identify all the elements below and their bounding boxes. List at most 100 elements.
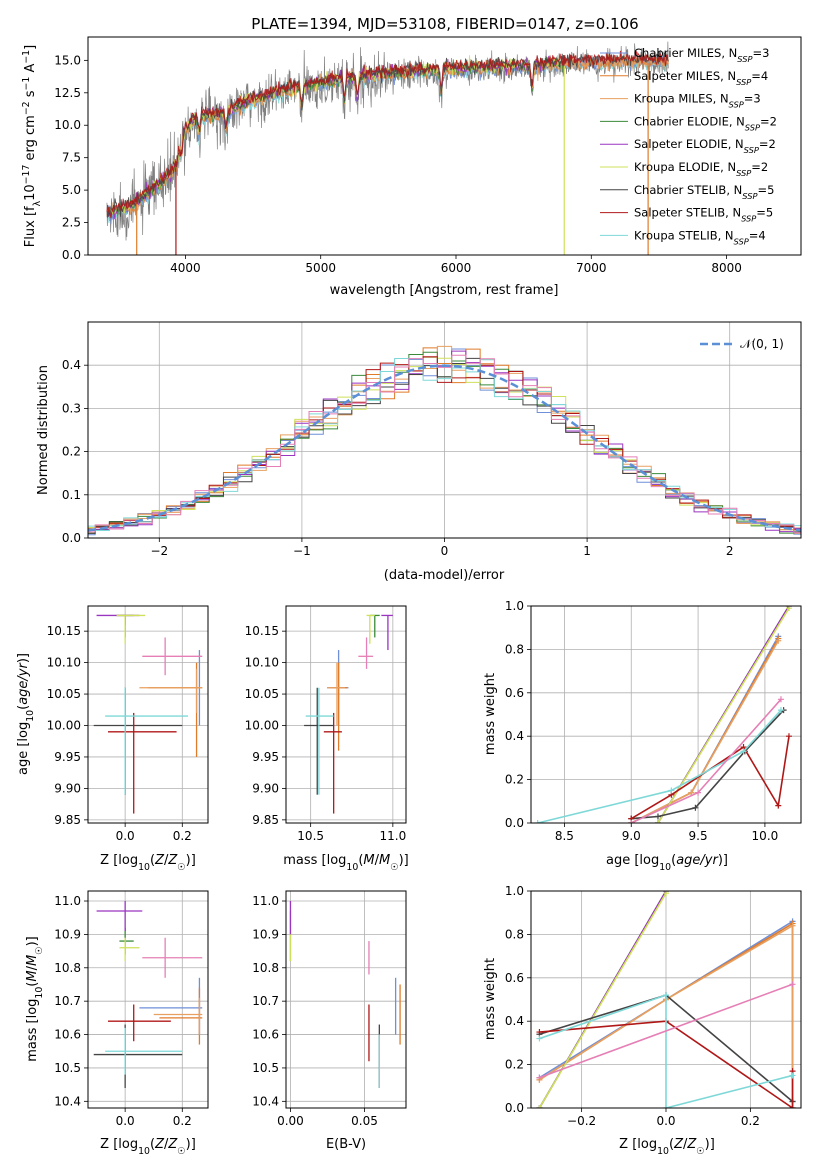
- series-marker: [663, 1105, 669, 1108]
- series-marker: [534, 820, 541, 823]
- age-vs-z-ylabel: age [log10(age/yr)]: [16, 653, 36, 775]
- x-tick-label: 1: [583, 544, 591, 558]
- mass-vs-z-ylabel: mass [log10(M/M☉)]: [25, 936, 45, 1062]
- y-tick-label: 10.5: [54, 1061, 81, 1075]
- y-tick-label: 9.90: [252, 781, 279, 795]
- series-line: [539, 983, 793, 1079]
- y-tick-label: 0.0: [62, 531, 81, 545]
- y-tick-label: 9.90: [54, 781, 81, 795]
- residual-axes-plot-area: [88, 345, 801, 536]
- series-marker: [777, 696, 784, 703]
- y-tick-label: 10.8: [54, 961, 81, 975]
- y-tick-label: 10.4: [54, 1094, 81, 1108]
- series-marker: [789, 981, 796, 988]
- mass-vs-ebv: 0.00 0.05 10.4 10.5 10.6 10.7 10.8 10.9 11.0: [252, 890, 407, 1128]
- age-vs-z-frame: [87, 605, 209, 824]
- x-tick-label: 0.2: [173, 1114, 192, 1128]
- y-tick-label: 10.05: [47, 687, 81, 701]
- series-line: [657, 607, 790, 823]
- histogram-salpeter-stelib: [88, 356, 801, 530]
- y-tick-label: 0.4: [62, 358, 81, 372]
- legend-entry-label: Salpeter STELIB, NSSP=5: [634, 206, 773, 224]
- series-marker: [789, 922, 796, 929]
- legend-entry-label: Kroupa STELIB, NSSP=4: [634, 228, 766, 246]
- weight-vs-z: −0.2 0.0 0.2 0.0 0.2 0.4 0.6 0.8 1.0: [505, 884, 802, 1128]
- series-marker: [536, 1035, 543, 1042]
- x-tick-label: 6000: [441, 261, 472, 275]
- x-tick-label: 9.5: [689, 829, 708, 843]
- series-marker: [628, 820, 635, 823]
- legend-entry-label: Kroupa ELODIE, NSSP=2: [634, 160, 768, 178]
- y-tick-label: 10.0: [54, 118, 81, 132]
- weight-vs-age-plot-area: [534, 606, 792, 823]
- legend-entry-label: 𝒩(0, 1): [740, 337, 784, 351]
- y-tick-label: 9.85: [54, 813, 81, 827]
- y-tick-label: 15.0: [54, 53, 81, 67]
- y-tick-label: 0.2: [505, 1058, 524, 1072]
- series-line: [537, 709, 782, 823]
- x-tick-label: −1: [293, 544, 311, 558]
- spectrum-ylabel: Flux [fλ10−17 erg cm−2 s−1 A−1]: [21, 45, 43, 247]
- series-marker: [536, 1105, 543, 1108]
- y-tick-label: 10.6: [252, 1028, 279, 1042]
- y-tick-label: 10.6: [54, 1028, 81, 1042]
- x-tick-label: −0.2: [567, 1114, 596, 1128]
- series-marker: [668, 787, 675, 794]
- weight-vs-z-plot-area: [536, 891, 796, 1108]
- y-tick-label: 10.15: [245, 624, 279, 638]
- x-tick-label: 4000: [170, 261, 201, 275]
- weight-vs-z-xlabel: Z [log10(Z/Z☉)]: [619, 1137, 715, 1157]
- weight-vs-age: 8.5 9.0 9.5 10.0 0.0 0.2 0.4 0.6 0.8 1.0: [505, 599, 802, 843]
- legend-entry-label: Chabrier STELIB, NSSP=5: [634, 183, 774, 201]
- y-tick-label: 10.00: [47, 719, 81, 733]
- legend-entry-label: Salpeter MILES, NSSP=4: [634, 69, 768, 87]
- legend-entry-label: Chabrier ELODIE, NSSP=2: [634, 114, 777, 132]
- series-marker: [688, 789, 695, 796]
- y-tick-label: 0.4: [505, 1014, 524, 1028]
- y-tick-label: 9.95: [54, 750, 81, 764]
- histogram-kroupa-stelib: [88, 357, 801, 531]
- y-tick-label: 1.0: [505, 884, 524, 898]
- y-tick-label: 0.0: [505, 1101, 524, 1115]
- y-tick-label: 10.5: [252, 1061, 279, 1075]
- residual-axes: −2 −1 0 1 2 0.0 0.1 0.2 0.3 0.4: [62, 321, 802, 558]
- x-tick-label: 9.0: [622, 829, 641, 843]
- series-marker: [789, 1105, 796, 1108]
- y-tick-label: 0.0: [62, 248, 81, 262]
- y-tick-label: 10.9: [252, 927, 279, 941]
- weight-vs-age-xlabel: age [log10(age/yr)]: [606, 853, 728, 873]
- y-tick-label: 11.0: [54, 894, 81, 908]
- legend-entry-label: Kroupa MILES, NSSP=3: [634, 92, 761, 110]
- legend-entry-label: Salpeter ELODIE, NSSP=2: [634, 137, 776, 155]
- series-marker: [654, 820, 661, 823]
- y-tick-label: 0.3: [62, 401, 81, 415]
- series-marker: [536, 1029, 543, 1036]
- age-vs-z-plot-area: [93, 614, 203, 814]
- y-tick-label: 10.8: [252, 961, 279, 975]
- mass-vs-z-plot-area: [93, 901, 203, 1088]
- y-tick-label: 10.05: [245, 687, 279, 701]
- y-tick-label: 5.0: [62, 183, 81, 197]
- x-tick-label: 11.0: [379, 829, 406, 843]
- y-tick-label: 12.5: [54, 86, 81, 100]
- y-tick-label: 0.6: [505, 971, 524, 985]
- y-tick-label: 10.4: [252, 1094, 279, 1108]
- series-line: [539, 994, 793, 1108]
- plots-layer: 4000 5000 6000 7000 80000.02.55.07.510.012.5…: [16, 36, 802, 1157]
- mass-vs-ebv-plot-area: [289, 901, 401, 1088]
- y-tick-label: 2.5: [62, 216, 81, 230]
- mass-vs-z-frame: [87, 890, 209, 1109]
- x-tick-label: 10.5: [297, 829, 324, 843]
- y-tick-label: 10.00: [245, 719, 279, 733]
- x-tick-label: 0.0: [656, 1114, 675, 1128]
- y-tick-label: 0.2: [505, 773, 524, 787]
- x-tick-label: 8.5: [555, 829, 574, 843]
- y-tick-label: 11.0: [252, 894, 279, 908]
- age-vs-mass: 10.5 11.0 9.85 9.90 9.95 10.00 10.05 10.10 10.15: [245, 605, 407, 843]
- series-marker: [740, 748, 747, 755]
- figure-title: PLATE=1394, MJD=53108, FIBERID=0147, z=0…: [251, 15, 638, 33]
- series-marker: [789, 1072, 796, 1079]
- spectrum-xlabel: wavelength [Angstrom, rest frame]: [330, 283, 559, 298]
- age-vs-mass-frame: [285, 605, 407, 824]
